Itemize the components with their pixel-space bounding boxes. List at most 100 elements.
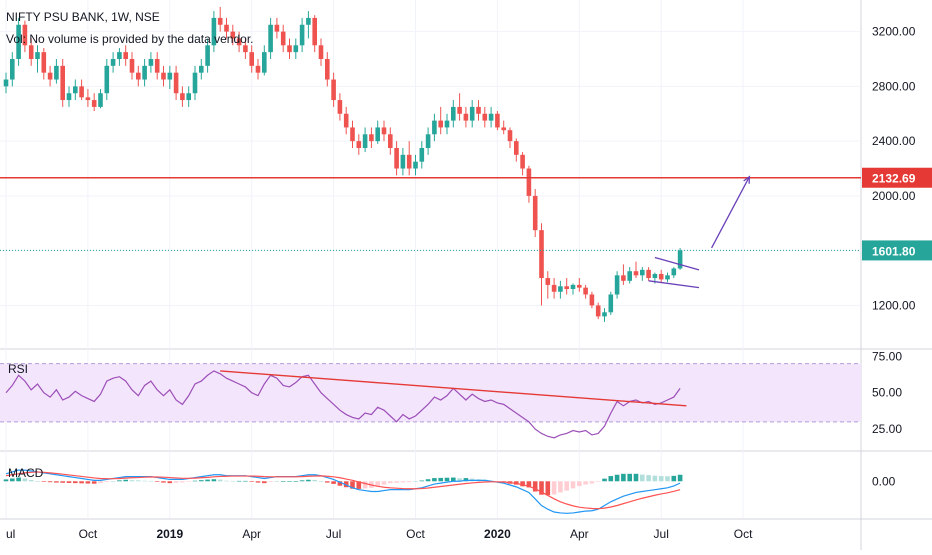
flag-lower[interactable] (648, 280, 700, 289)
candle-body[interactable] (117, 52, 122, 59)
candle-body[interactable] (627, 271, 632, 281)
candle-body[interactable] (312, 17, 317, 46)
candle-body[interactable] (337, 100, 343, 114)
candle-body[interactable] (318, 45, 324, 59)
candle-body[interactable] (608, 294, 614, 313)
candle-body[interactable] (293, 45, 299, 53)
candle-body[interactable] (640, 269, 645, 276)
candle-body[interactable] (243, 45, 248, 53)
candle-body[interactable] (54, 65, 59, 80)
candle-body[interactable] (406, 154, 412, 169)
candle-body[interactable] (262, 52, 267, 73)
candle-body[interactable] (236, 38, 242, 46)
candle-body[interactable] (306, 17, 311, 25)
candle-body[interactable] (545, 278, 551, 285)
candle-body[interactable] (136, 72, 141, 80)
candle-body[interactable] (41, 52, 47, 73)
candle-body[interactable] (35, 52, 40, 59)
candle-body[interactable] (633, 271, 639, 276)
candle-body[interactable] (381, 127, 387, 135)
candle-body[interactable] (614, 275, 620, 295)
candle-body[interactable] (123, 52, 128, 59)
macd-line[interactable] (5, 469, 681, 514)
candle-body[interactable] (129, 58, 135, 73)
candle-body[interactable] (375, 127, 380, 142)
candle-body[interactable] (388, 134, 393, 148)
candle-body[interactable] (520, 154, 525, 169)
candle-body[interactable] (142, 65, 147, 80)
candle-body[interactable] (495, 113, 500, 128)
candle-body[interactable] (488, 113, 494, 121)
candle-body[interactable] (413, 161, 418, 169)
candle-body[interactable] (583, 287, 588, 295)
candle-body[interactable] (211, 17, 217, 46)
candle-body[interactable] (432, 120, 437, 135)
candle-body[interactable] (350, 127, 355, 142)
candle-body[interactable] (10, 58, 15, 80)
candle-body[interactable] (463, 113, 469, 121)
rsi-line[interactable] (5, 370, 681, 439)
candle-body[interactable] (577, 284, 582, 288)
candle-body[interactable] (299, 24, 305, 46)
candle-body[interactable] (514, 141, 519, 155)
candle-body[interactable] (249, 52, 254, 66)
candle-body[interactable] (110, 58, 116, 66)
candle-body[interactable] (425, 134, 431, 148)
candle-body[interactable] (482, 113, 488, 121)
candle-body[interactable] (148, 58, 154, 66)
candle-body[interactable] (268, 24, 273, 53)
candle-body[interactable] (595, 305, 601, 317)
candle-body[interactable] (444, 120, 450, 128)
candle-body[interactable] (60, 65, 65, 101)
candle-body[interactable] (325, 58, 330, 80)
candle-body[interactable] (287, 45, 292, 53)
candle-body[interactable] (205, 45, 210, 66)
candle-body[interactable] (362, 134, 368, 148)
candle-body[interactable] (677, 250, 683, 269)
candle-body[interactable] (98, 93, 103, 107)
candle-body[interactable] (186, 93, 191, 101)
candle-body[interactable] (85, 97, 91, 101)
candle-body[interactable] (394, 147, 399, 169)
projection-arrow[interactable] (711, 176, 750, 249)
candle-body[interactable] (66, 93, 72, 101)
candle-body[interactable] (589, 294, 595, 306)
candle-body[interactable] (280, 31, 286, 46)
candle-body[interactable] (646, 269, 651, 279)
candle-body[interactable] (274, 24, 280, 32)
candle-body[interactable] (451, 106, 456, 121)
flag-upper[interactable] (654, 256, 700, 271)
candle-body[interactable] (331, 79, 336, 101)
candle-body[interactable] (22, 24, 28, 46)
candle-body[interactable] (621, 275, 626, 281)
rsi-trendline[interactable] (220, 370, 687, 407)
candle-body[interactable] (16, 24, 21, 59)
candle-body[interactable] (526, 168, 532, 196)
candle-body[interactable] (400, 154, 406, 169)
candle-body[interactable] (369, 134, 374, 142)
candle-body[interactable] (255, 65, 261, 73)
candle-body[interactable] (28, 45, 34, 59)
candle-body[interactable] (167, 72, 173, 80)
candle-body[interactable] (343, 113, 349, 128)
candle-body[interactable] (73, 86, 78, 94)
candle-body[interactable] (91, 100, 97, 107)
candle-body[interactable] (224, 24, 229, 32)
candle-body[interactable] (570, 284, 576, 290)
candle-body[interactable] (47, 72, 53, 80)
candle-body[interactable] (507, 130, 513, 142)
candle-body[interactable] (192, 72, 198, 94)
candle-body[interactable] (438, 120, 443, 128)
candle-body[interactable] (469, 106, 475, 121)
candle-body[interactable] (457, 106, 462, 114)
candle-body[interactable] (419, 147, 425, 162)
candle-body[interactable] (671, 268, 677, 276)
candle-body[interactable] (658, 273, 664, 280)
candle-body[interactable] (173, 72, 179, 94)
candle-body[interactable] (217, 17, 223, 25)
candle-body[interactable] (665, 275, 670, 280)
candle-body[interactable] (501, 127, 506, 131)
candle-body[interactable] (79, 86, 84, 98)
candle-body[interactable] (356, 141, 362, 148)
macd-signal-line[interactable] (5, 471, 681, 510)
